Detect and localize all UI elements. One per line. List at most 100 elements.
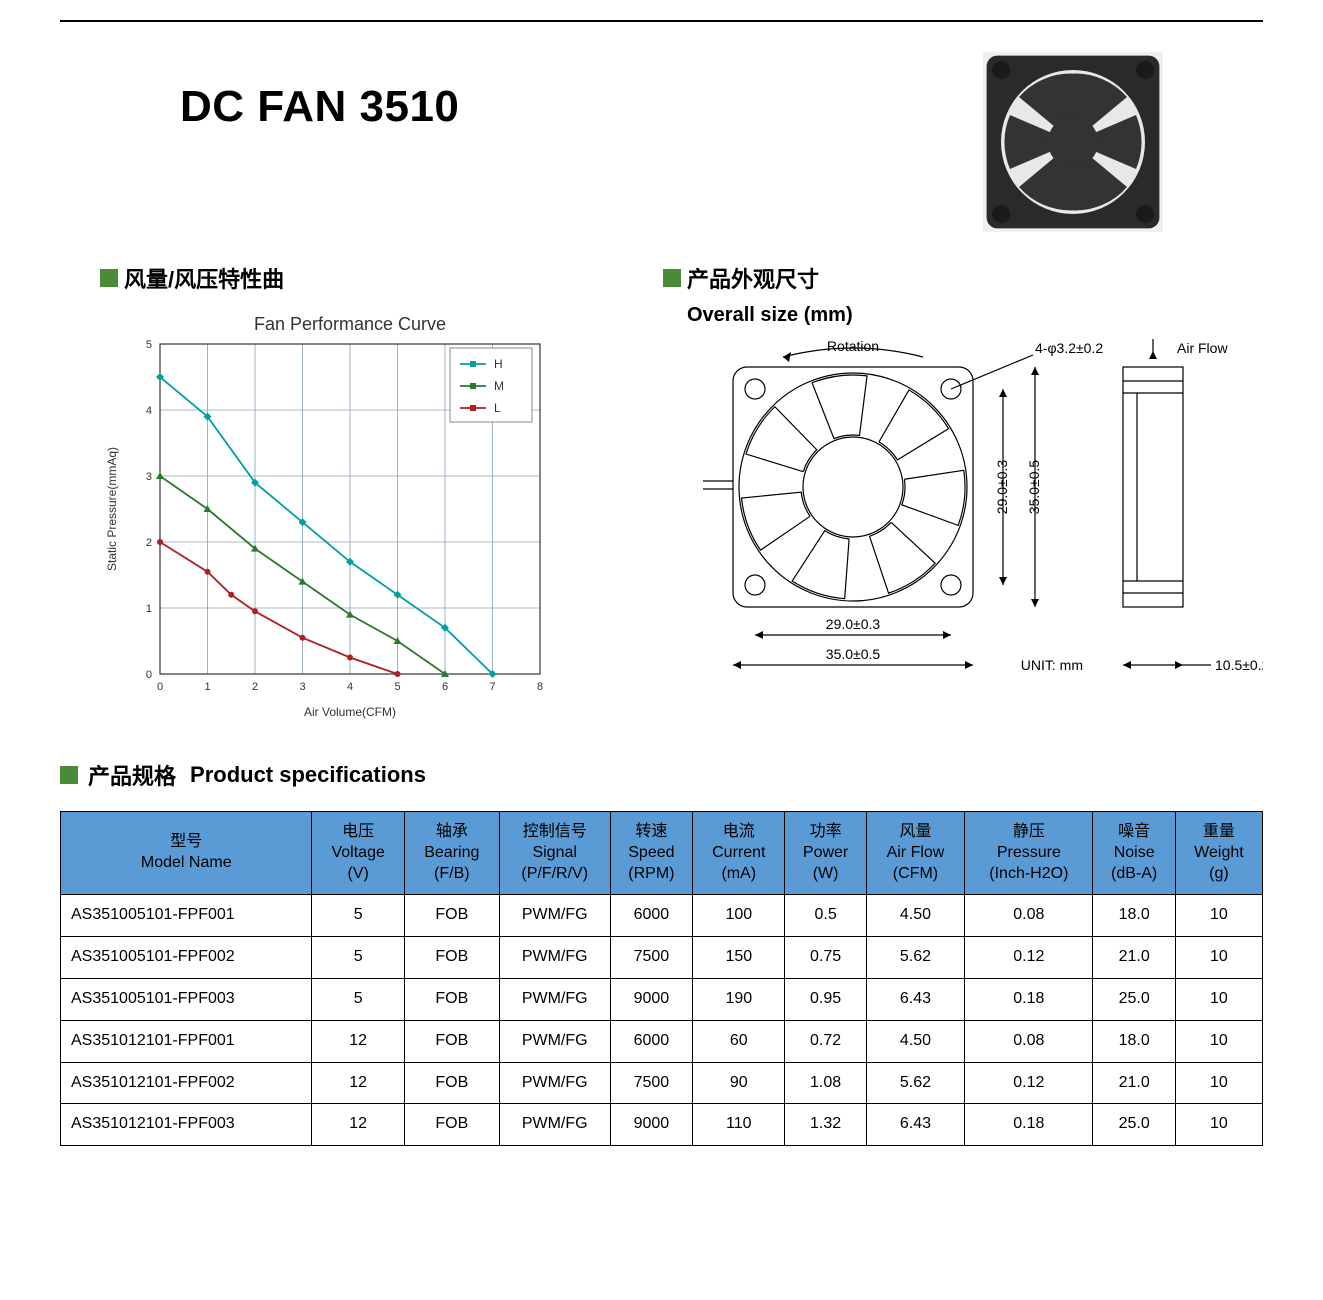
- svg-text:Air Volume(CFM): Air Volume(CFM): [304, 705, 396, 719]
- svg-text:Rotation: Rotation: [827, 338, 879, 354]
- svg-text:Fan Performance Curve: Fan Performance Curve: [254, 314, 446, 334]
- cell: PWM/FG: [499, 1062, 610, 1104]
- table-row: AS351012101-FPF00212FOBPWM/FG7500901.085…: [61, 1062, 1263, 1104]
- curve-title-cn: 风量/风压特性曲: [124, 262, 284, 294]
- svg-text:4: 4: [347, 681, 353, 693]
- col-header: 型号Model Name: [61, 812, 312, 895]
- table-row: AS351005101-FPF0015FOBPWM/FG60001000.54.…: [61, 895, 1263, 937]
- cell: AS351005101-FPF001: [61, 895, 312, 937]
- curve-section: 风量/风压特性曲 012345678012345Fan Performance …: [100, 262, 603, 729]
- svg-text:6: 6: [442, 681, 448, 693]
- svg-text:29.0±0.3: 29.0±0.3: [994, 460, 1010, 515]
- cell: 6.43: [866, 1104, 965, 1146]
- size-title-cn: 产品外观尺寸: [687, 262, 819, 294]
- cell: 18.0: [1093, 1020, 1175, 1062]
- cell: 7500: [610, 1062, 692, 1104]
- svg-text:35.0±0.5: 35.0±0.5: [826, 646, 881, 662]
- spec-title-cn: 产品规格: [88, 759, 176, 791]
- cell: 0.08: [965, 1020, 1093, 1062]
- spec-title-en: Product specifications: [190, 762, 426, 788]
- cell: 0.72: [785, 1020, 866, 1062]
- cell: 0.12: [965, 1062, 1093, 1104]
- cell: PWM/FG: [499, 1020, 610, 1062]
- svg-text:Air Flow: Air Flow: [1177, 340, 1228, 356]
- cell: 5: [312, 937, 404, 979]
- cell: 10: [1175, 978, 1262, 1020]
- cell: FOB: [404, 978, 499, 1020]
- cell: 60: [693, 1020, 785, 1062]
- cell: 25.0: [1093, 978, 1175, 1020]
- cell: 100: [693, 895, 785, 937]
- col-header: 风量Air Flow(CFM): [866, 812, 965, 895]
- cell: 0.75: [785, 937, 866, 979]
- header-row: DC FAN 3510: [180, 52, 1263, 232]
- col-header: 控制信号Signal(P/F/R/V): [499, 812, 610, 895]
- spec-table: 型号Model Name电压Voltage(V)轴承Bearing(F/B)控制…: [60, 811, 1263, 1146]
- cell: AS351012101-FPF003: [61, 1104, 312, 1146]
- cell: 1.08: [785, 1062, 866, 1104]
- svg-text:4: 4: [146, 405, 152, 417]
- cell: 21.0: [1093, 1062, 1175, 1104]
- svg-text:7: 7: [489, 681, 495, 693]
- col-header: 电压Voltage(V): [312, 812, 404, 895]
- svg-text:8: 8: [537, 681, 543, 693]
- cell: 5.62: [866, 937, 965, 979]
- cell: 0.08: [965, 895, 1093, 937]
- col-header: 重量Weight(g): [1175, 812, 1262, 895]
- cell: 150: [693, 937, 785, 979]
- cell: 0.5: [785, 895, 866, 937]
- col-header: 功率Power(W): [785, 812, 866, 895]
- svg-text:L: L: [494, 401, 501, 415]
- cell: 5.62: [866, 1062, 965, 1104]
- size-title-en: Overall size (mm): [687, 304, 1263, 327]
- col-header: 电流Current(mA): [693, 812, 785, 895]
- cell: AS351012101-FPF001: [61, 1020, 312, 1062]
- svg-text:35.0±0.5: 35.0±0.5: [1026, 460, 1042, 515]
- table-row: AS351012101-FPF00312FOBPWM/FG90001101.32…: [61, 1104, 1263, 1146]
- dimension-drawing: Rotation4-φ3.2±0.229.0±0.335.0±0.529.0±0…: [663, 327, 1263, 717]
- table-row: AS351012101-FPF00112FOBPWM/FG6000600.724…: [61, 1020, 1263, 1062]
- svg-text:H: H: [494, 357, 503, 371]
- svg-text:Static Pressure(mmAq): Static Pressure(mmAq): [105, 447, 119, 571]
- cell: FOB: [404, 937, 499, 979]
- size-section: 产品外观尺寸 Overall size (mm) Rotation4-φ3.2±…: [663, 262, 1263, 722]
- cell: 6000: [610, 1020, 692, 1062]
- cell: PWM/FG: [499, 937, 610, 979]
- bullet-icon: [60, 766, 78, 784]
- cell: 18.0: [1093, 895, 1175, 937]
- svg-text:1: 1: [204, 681, 210, 693]
- col-header: 静压Pressure(Inch-H2O): [965, 812, 1093, 895]
- curve-header: 风量/风压特性曲: [100, 262, 603, 294]
- cell: 90: [693, 1062, 785, 1104]
- svg-text:2: 2: [146, 537, 152, 549]
- cell: FOB: [404, 1104, 499, 1146]
- cell: 190: [693, 978, 785, 1020]
- cell: FOB: [404, 1020, 499, 1062]
- cell: 10: [1175, 1020, 1262, 1062]
- col-header: 转速Speed(RPM): [610, 812, 692, 895]
- cell: 10: [1175, 1104, 1262, 1146]
- svg-text:UNIT: mm: UNIT: mm: [1021, 657, 1083, 673]
- svg-text:2: 2: [252, 681, 258, 693]
- svg-text:5: 5: [394, 681, 400, 693]
- cell: 10: [1175, 937, 1262, 979]
- cell: AS351005101-FPF003: [61, 978, 312, 1020]
- mid-section: 风量/风压特性曲 012345678012345Fan Performance …: [100, 262, 1263, 729]
- cell: 0.18: [965, 1104, 1093, 1146]
- cell: 25.0: [1093, 1104, 1175, 1146]
- cell: 21.0: [1093, 937, 1175, 979]
- fan-photo: [983, 52, 1163, 232]
- cell: 5: [312, 895, 404, 937]
- top-rule: [60, 20, 1263, 22]
- page-title: DC FAN 3510: [180, 82, 459, 132]
- cell: 4.50: [866, 1020, 965, 1062]
- cell: 0.95: [785, 978, 866, 1020]
- cell: 4.50: [866, 895, 965, 937]
- svg-text:1: 1: [146, 603, 152, 615]
- cell: 9000: [610, 1104, 692, 1146]
- table-row: AS351005101-FPF0025FOBPWM/FG75001500.755…: [61, 937, 1263, 979]
- page: DC FAN 3510: [0, 20, 1323, 1146]
- bullet-icon: [100, 269, 118, 287]
- cell: 1.32: [785, 1104, 866, 1146]
- cell: PWM/FG: [499, 1104, 610, 1146]
